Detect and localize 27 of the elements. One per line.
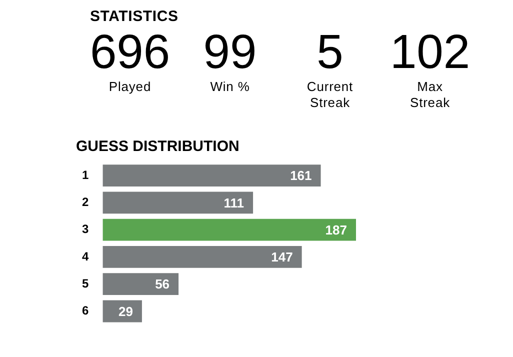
data-label: 56 [155, 276, 170, 292]
y-tick-label: 1 [82, 168, 89, 182]
text: 5 [316, 26, 344, 79]
y-tick-label: 5 [82, 276, 89, 290]
text: 696 [88, 26, 172, 79]
y-tick-label: 4 [82, 249, 89, 264]
text: Max Streak [409, 79, 451, 111]
text: Played [108, 79, 152, 95]
bar [102, 192, 254, 214]
chart-title: GUESS DISTRIBUTION [76, 138, 240, 156]
text: STATISTICS [90, 8, 180, 25]
bar [102, 273, 179, 296]
data-label: 29 [118, 304, 133, 319]
data-label: 111 [224, 195, 244, 210]
bar [102, 218, 356, 241]
y-tick-label: 2 [82, 195, 89, 210]
text: Win % [209, 79, 251, 95]
text: 102 [388, 26, 472, 79]
data-label: 147 [271, 250, 293, 265]
data-label: 187 [325, 222, 347, 238]
data-label: 161 [290, 168, 312, 184]
bar [102, 164, 321, 187]
bar [102, 246, 302, 268]
y-tick-label: 3 [82, 222, 89, 236]
text: Current Streak [306, 79, 354, 111]
text: 99 [202, 26, 258, 79]
y-tick-label: 6 [82, 304, 89, 318]
